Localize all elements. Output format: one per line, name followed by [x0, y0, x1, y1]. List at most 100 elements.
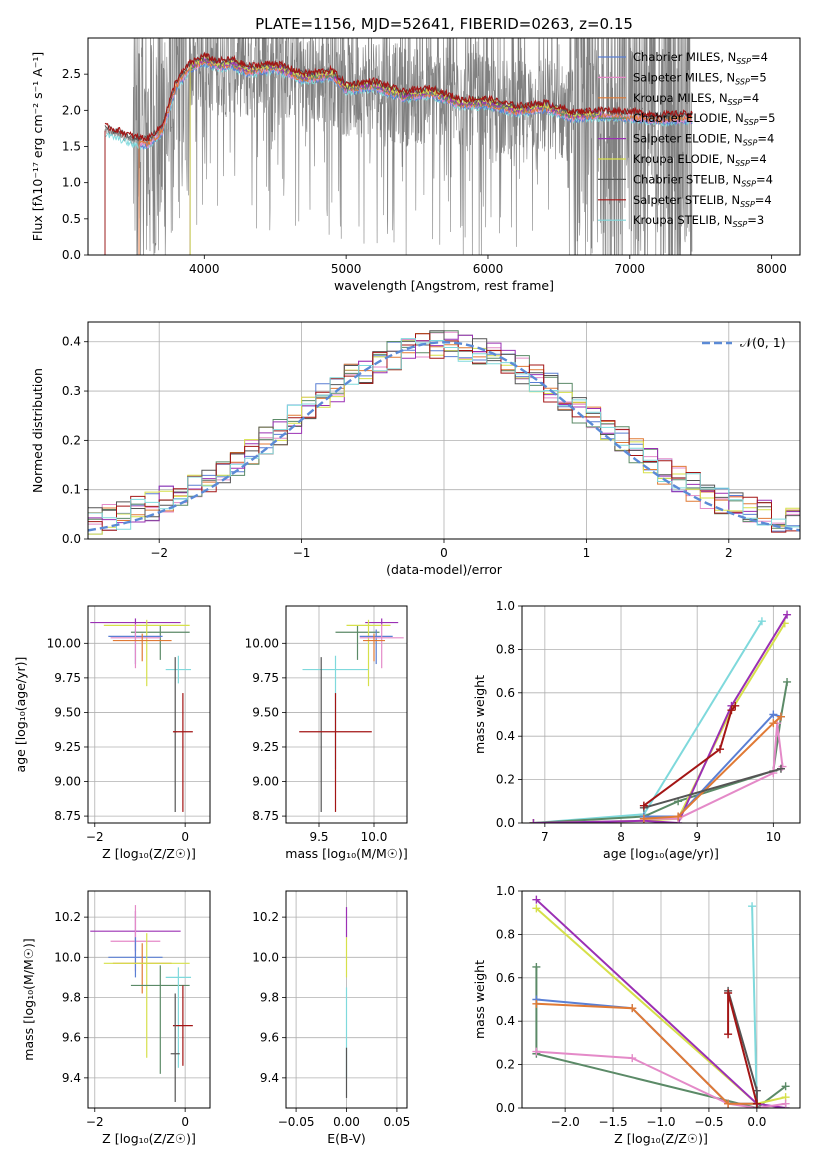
errorbar-chabrier-miles — [108, 937, 163, 978]
x-axis-label: wavelength [Angstrom, rest frame] — [334, 278, 554, 293]
x-tick-label: −1.0 — [646, 1115, 675, 1129]
errorbar-kroupa-stelib — [165, 967, 192, 1068]
point-marker — [731, 701, 740, 710]
legend-text: Chabrier STELIB, N — [633, 172, 741, 186]
y-tick-label: 0.6 — [496, 971, 515, 985]
y-tick-label: 0.8 — [496, 927, 515, 941]
axes-frame — [87, 605, 211, 824]
series-line — [535, 967, 787, 1108]
legend-text: Chabrier MILES, N — [633, 50, 736, 64]
point-marker — [532, 999, 541, 1008]
series-salpeter-stelib — [724, 988, 761, 1108]
plot-area — [522, 606, 800, 823]
y-tick-label: 9.25 — [54, 740, 81, 754]
legend-text: Kroupa MILES, N — [633, 91, 728, 105]
y-tick-label: 9.25 — [252, 740, 279, 754]
y-tick-label: 9.50 — [252, 705, 279, 719]
point-marker — [783, 610, 792, 619]
point-marker — [724, 988, 733, 997]
y-tick-label: 0.0 — [496, 816, 515, 830]
x-tick-label: 5000 — [331, 262, 362, 276]
y-tick-label: 10.2 — [252, 910, 279, 924]
legend-entry: Salpeter STELIB, NSSP=4 — [633, 193, 772, 209]
legend-text: Kroupa STELIB, N — [633, 213, 733, 227]
legend-sub: SSP — [741, 179, 756, 188]
point-marker — [532, 1047, 541, 1056]
series-salpeter-stelib — [639, 701, 740, 810]
x-tick-label: −1.5 — [598, 1115, 627, 1129]
y-tick-label: 10.0 — [252, 950, 279, 964]
x-tick-label: 1 — [583, 546, 591, 560]
legend-sub: SSP — [736, 57, 751, 66]
y-axis-label: mass weight — [472, 675, 487, 754]
legend-text: Salpeter ELODIE, N — [633, 132, 743, 146]
x-tick-label: 9.5 — [309, 830, 328, 844]
legend-entry: Salpeter ELODIE, NSSP=4 — [633, 132, 774, 148]
point-marker — [724, 1099, 733, 1108]
axes-frame — [521, 890, 801, 1109]
legend-tail: =4 — [751, 50, 768, 64]
y-tick-label: 0.2 — [62, 433, 81, 447]
point-marker — [532, 904, 541, 913]
x-tick-label: 0.00 — [333, 1115, 360, 1129]
point-marker — [748, 902, 757, 911]
y-tick-label: 1.0 — [496, 599, 515, 613]
legend-text: Salpeter STELIB, N — [633, 193, 740, 207]
point-marker — [781, 1082, 790, 1091]
legend-tail: =3 — [747, 213, 764, 227]
legend-entry: Kroupa ELODIE, NSSP=4 — [633, 152, 767, 168]
normal-curve — [88, 340, 800, 532]
series-line — [751, 906, 758, 1108]
series-line — [643, 713, 782, 818]
point-marker — [628, 1004, 637, 1013]
axes-frame — [87, 321, 801, 540]
x-tick-label: 2 — [725, 546, 733, 560]
y-tick-label: 0.0 — [496, 1101, 515, 1115]
x-tick-label: 9 — [693, 830, 701, 844]
errorbar-chabrier-elodie — [130, 965, 190, 1074]
y-tick-label: 10.00 — [245, 636, 279, 650]
y-tick-label: 8.75 — [54, 809, 81, 823]
legend-entry: Salpeter MILES, NSSP=5 — [633, 70, 767, 86]
x-axis-label: E(B-V) — [327, 1131, 366, 1146]
x-tick-label: 7000 — [615, 262, 646, 276]
plot-content — [286, 891, 407, 1108]
observed-spectrum — [104, 38, 693, 255]
point-marker — [727, 706, 736, 715]
x-axis-label: (data-model)/error — [386, 562, 503, 577]
errorbar-kroupa-stelib — [165, 655, 192, 684]
y-tick-label: 0.2 — [496, 773, 515, 787]
point-marker — [532, 895, 541, 904]
y-tick-label: 9.00 — [54, 775, 81, 789]
point-marker — [674, 812, 683, 821]
y-axis-label: Flux [fλ10⁻¹⁷ erg cm⁻² s⁻¹ A⁻¹] — [30, 52, 45, 241]
x-tick-label: 7 — [541, 830, 549, 844]
series-kroupa-miles — [639, 712, 785, 823]
series-line — [533, 614, 788, 823]
y-tick-label: 10.00 — [47, 636, 81, 650]
axes-frame — [87, 890, 211, 1109]
axes-frame — [521, 605, 801, 824]
x-tick-label: 10 — [766, 830, 781, 844]
legend-entry: Kroupa STELIB, NSSP=3 — [633, 213, 764, 229]
y-tick-label: 0.0 — [62, 248, 81, 262]
panel-mass-vs-EBV: −0.05 0.00 0.05 9.4 9.6 9.8 10.0 10.2 E(B-V) — [252, 890, 410, 1146]
x-tick-label: 8000 — [756, 262, 787, 276]
y-tick-label: 1.5 — [62, 140, 81, 154]
model-spectrum-salpeter-stelib — [104, 51, 693, 142]
panel-residuals: −2 −1 0 1 2 0.0 0.1 0.2 0.3 0.4 (data-model)/error… — [30, 321, 801, 577]
y-tick-label: 9.4 — [260, 1071, 279, 1085]
point-marker — [757, 617, 766, 626]
y-tick-label: 0.2 — [496, 1058, 515, 1072]
x-tick-label: 8 — [617, 830, 625, 844]
x-axis-label: age [log₁₀(age/yr)] — [603, 846, 719, 861]
x-tick-label: 10.0 — [361, 830, 388, 844]
y-tick-label: 2.0 — [62, 103, 81, 117]
plot-area — [88, 606, 210, 823]
legend-tail: =4 — [756, 172, 773, 186]
errorbar-salpeter-stelib — [299, 693, 372, 812]
y-tick-label: 9.4 — [62, 1071, 81, 1085]
y-axis-label: Normed distribution — [30, 368, 45, 493]
